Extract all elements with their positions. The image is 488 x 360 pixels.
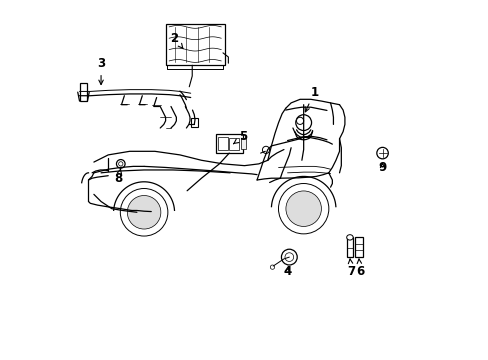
Circle shape [285,191,321,226]
Circle shape [127,195,161,229]
Text: 4: 4 [283,265,291,278]
Bar [165,24,224,65]
Bar [215,134,242,153]
Bar [80,83,87,101]
Text: 7: 7 [346,259,355,278]
Bar [229,138,238,149]
Text: 1: 1 [305,86,318,112]
Ellipse shape [346,235,352,240]
Text: 9: 9 [378,161,386,174]
Text: 2: 2 [170,32,183,49]
Bar [354,237,362,257]
Text: 5: 5 [233,130,246,144]
Circle shape [281,249,297,265]
Text: 3: 3 [97,57,105,85]
Text: 8: 8 [114,169,122,185]
Circle shape [376,147,387,159]
Circle shape [296,117,303,125]
Bar [346,237,352,257]
Text: 6: 6 [355,259,364,278]
Circle shape [116,159,125,168]
Circle shape [295,115,311,131]
Bar [241,138,246,149]
Bar [191,118,198,127]
Bar [217,137,228,150]
